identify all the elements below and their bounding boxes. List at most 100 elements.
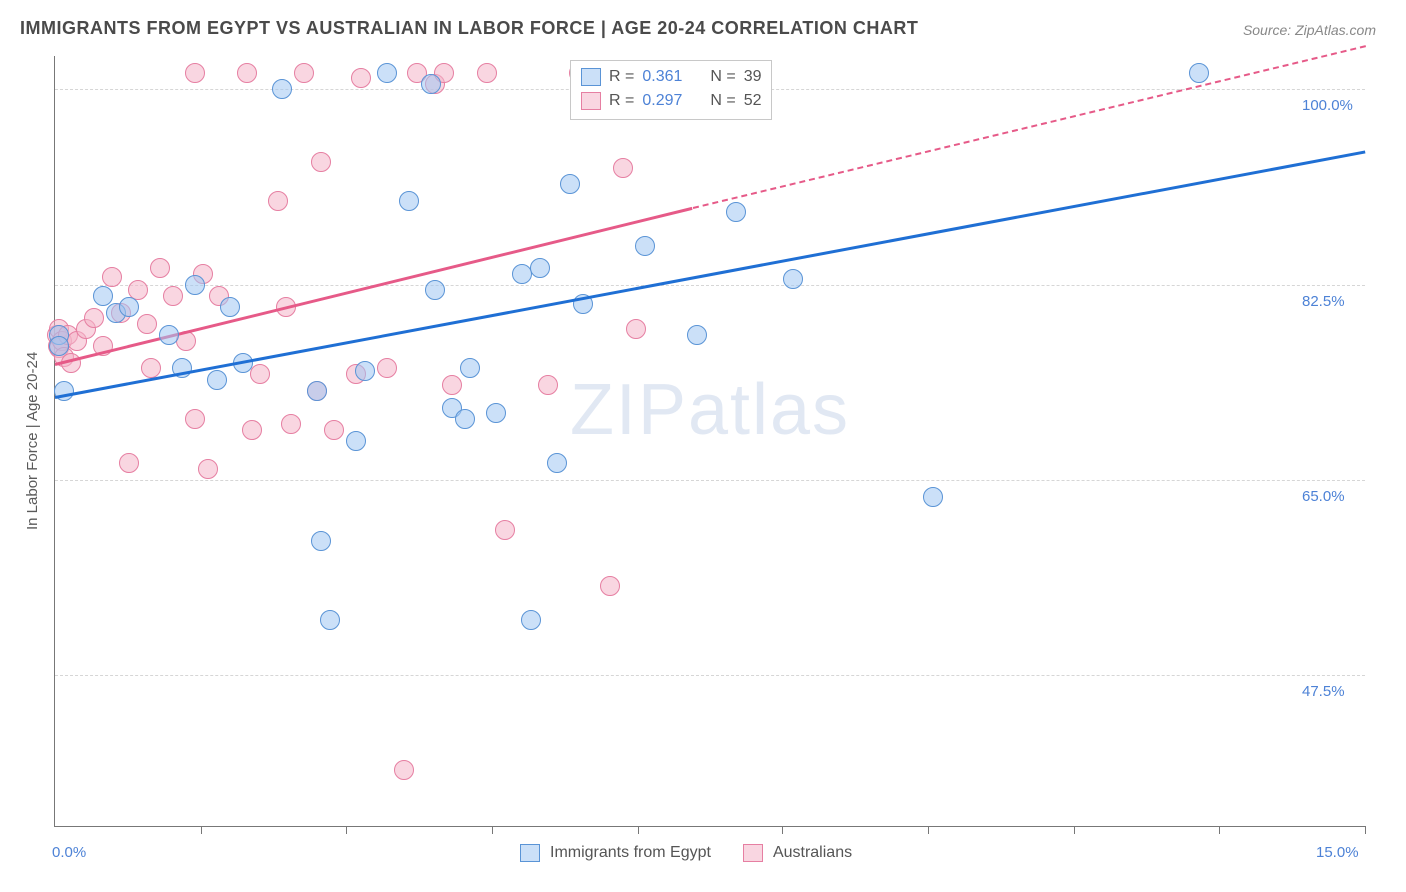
corr-n-label: N = xyxy=(710,92,735,110)
x-tick xyxy=(928,826,929,834)
plot-area: ZIPatlas xyxy=(54,56,1365,827)
series-legend: Immigrants from Egypt Australians xyxy=(520,844,874,862)
data-point xyxy=(377,63,397,83)
data-point xyxy=(486,403,506,423)
legend-swatch xyxy=(581,92,601,110)
chart-title: IMMIGRANTS FROM EGYPT VS AUSTRALIAN IN L… xyxy=(20,18,918,39)
y-axis-label: In Labor Force | Age 20-24 xyxy=(24,352,41,530)
data-point xyxy=(207,370,227,390)
data-point xyxy=(477,63,497,83)
y-tick-label: 47.5% xyxy=(1302,683,1345,700)
data-point xyxy=(311,152,331,172)
legend-series-label: Australians xyxy=(773,844,852,862)
data-point xyxy=(626,319,646,339)
data-point xyxy=(923,487,943,507)
data-point xyxy=(355,361,375,381)
data-point xyxy=(635,236,655,256)
data-point xyxy=(538,375,558,395)
legend-series-label: Immigrants from Egypt xyxy=(550,844,711,862)
corr-legend-row: R = 0.361 N = 39 xyxy=(581,65,761,89)
data-point xyxy=(119,453,139,473)
x-tick xyxy=(1219,826,1220,834)
data-point xyxy=(220,297,240,317)
data-point xyxy=(119,297,139,317)
corr-r-value: 0.361 xyxy=(642,68,694,86)
source-label: Source: ZipAtlas.com xyxy=(1243,22,1376,38)
data-point xyxy=(324,420,344,440)
x-min-label: 0.0% xyxy=(52,844,86,861)
data-point xyxy=(455,409,475,429)
x-tick xyxy=(1365,826,1366,834)
corr-n-value: 52 xyxy=(744,92,762,110)
data-point xyxy=(49,336,69,356)
corr-n-label: N = xyxy=(710,68,735,86)
corr-r-label: R = xyxy=(609,92,634,110)
data-point xyxy=(394,760,414,780)
data-point xyxy=(272,79,292,99)
data-point xyxy=(425,280,445,300)
data-point xyxy=(399,191,419,211)
x-max-label: 15.0% xyxy=(1316,844,1359,861)
data-point xyxy=(268,191,288,211)
x-tick xyxy=(201,826,202,834)
data-point xyxy=(141,358,161,378)
data-point xyxy=(460,358,480,378)
data-point xyxy=(311,531,331,551)
data-point xyxy=(521,610,541,630)
data-point xyxy=(242,420,262,440)
data-point xyxy=(442,375,462,395)
correlation-legend: R = 0.361 N = 39 R = 0.297 N = 52 xyxy=(570,60,772,120)
legend-swatch xyxy=(743,844,763,862)
corr-legend-row: R = 0.297 N = 52 xyxy=(581,89,761,113)
legend-swatch xyxy=(520,844,540,862)
data-point xyxy=(495,520,515,540)
data-point xyxy=(163,286,183,306)
data-point xyxy=(237,63,257,83)
data-point xyxy=(560,174,580,194)
data-point xyxy=(547,453,567,473)
x-tick xyxy=(782,826,783,834)
watermark: ZIPatlas xyxy=(570,369,850,451)
gridline xyxy=(55,675,1365,676)
trend-line xyxy=(55,151,1366,399)
data-point xyxy=(600,576,620,596)
data-point xyxy=(102,267,122,287)
data-point xyxy=(530,258,550,278)
data-point xyxy=(185,63,205,83)
corr-n-value: 39 xyxy=(744,68,762,86)
data-point xyxy=(307,381,327,401)
data-point xyxy=(613,158,633,178)
data-point xyxy=(421,74,441,94)
data-point xyxy=(294,63,314,83)
data-point xyxy=(320,610,340,630)
data-point xyxy=(687,325,707,345)
data-point xyxy=(198,459,218,479)
data-point xyxy=(783,269,803,289)
x-tick xyxy=(1074,826,1075,834)
data-point xyxy=(281,414,301,434)
data-point xyxy=(185,275,205,295)
data-point xyxy=(137,314,157,334)
corr-r-label: R = xyxy=(609,68,634,86)
y-tick-label: 100.0% xyxy=(1302,97,1353,114)
x-tick xyxy=(492,826,493,834)
data-point xyxy=(726,202,746,222)
data-point xyxy=(93,286,113,306)
trend-line xyxy=(55,207,693,366)
data-point xyxy=(346,431,366,451)
gridline xyxy=(55,480,1365,481)
data-point xyxy=(377,358,397,378)
corr-r-value: 0.297 xyxy=(642,92,694,110)
data-point xyxy=(185,409,205,429)
gridline xyxy=(55,285,1365,286)
trend-line xyxy=(692,45,1365,209)
data-point xyxy=(159,325,179,345)
data-point xyxy=(351,68,371,88)
y-tick-label: 65.0% xyxy=(1302,488,1345,505)
data-point xyxy=(250,364,270,384)
y-tick-label: 82.5% xyxy=(1302,293,1345,310)
data-point xyxy=(150,258,170,278)
x-tick xyxy=(638,826,639,834)
data-point xyxy=(1189,63,1209,83)
x-tick xyxy=(346,826,347,834)
